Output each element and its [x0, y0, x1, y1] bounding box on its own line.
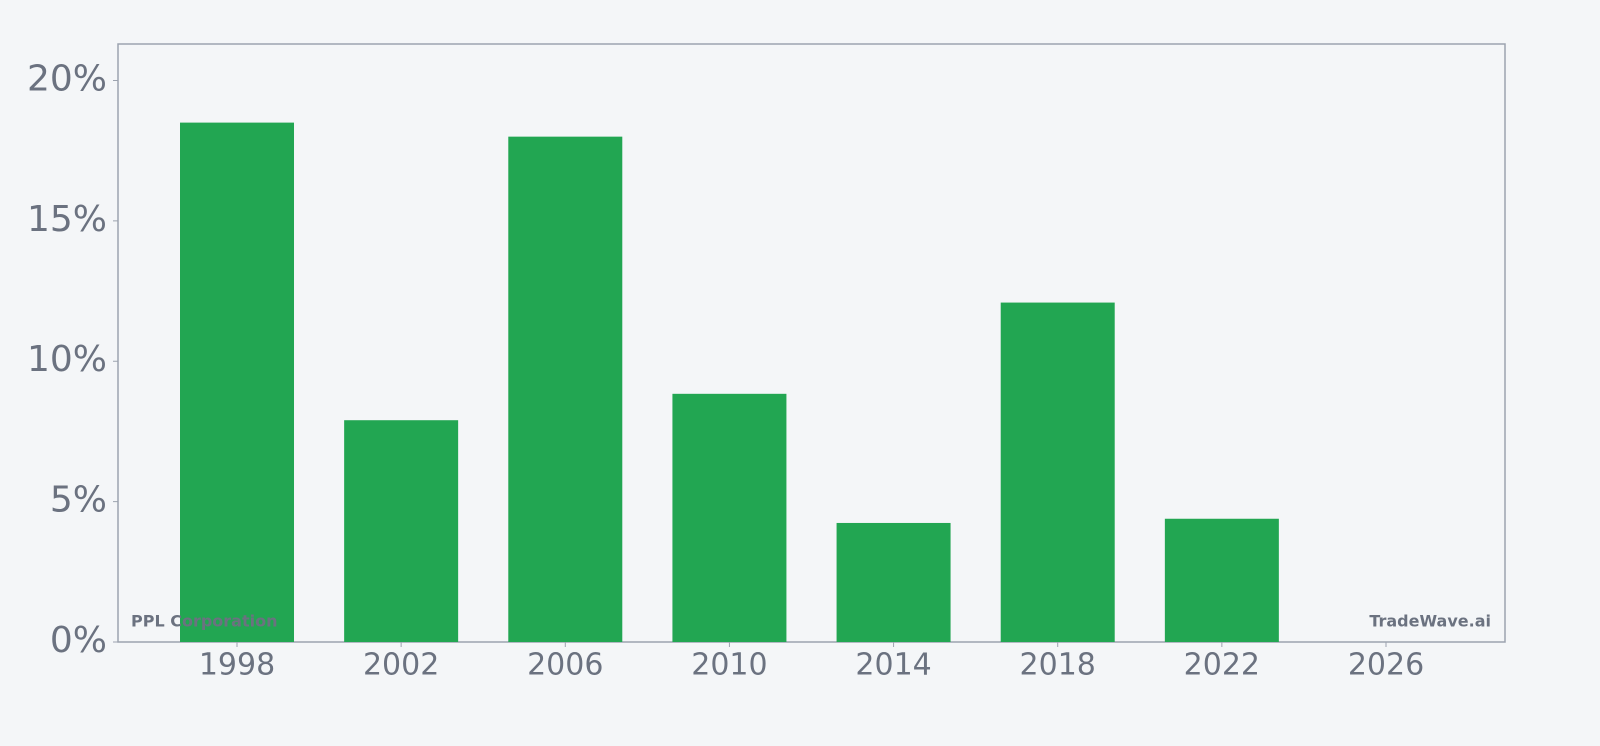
bar — [672, 393, 787, 642]
plot-frame — [117, 43, 1506, 643]
bar — [1164, 518, 1279, 642]
bar — [344, 420, 459, 642]
bar — [836, 522, 951, 642]
x-tick-label: 2006 — [527, 648, 603, 683]
x-tick-label: 2014 — [855, 648, 931, 683]
y-tick-label: 5% — [50, 480, 107, 521]
x-tick-label: 2026 — [1348, 648, 1424, 683]
bar — [508, 136, 623, 642]
x-tick-label: 2002 — [363, 648, 439, 683]
bar — [180, 122, 295, 642]
y-tick-label: 15% — [27, 199, 107, 240]
watermark: TradeWave.ai — [1369, 612, 1491, 631]
company-label: PPL Corporation — [131, 612, 278, 631]
x-tick-label: 2010 — [691, 648, 767, 683]
x-tick-label: 2018 — [1020, 648, 1096, 683]
y-tick-label: 20% — [27, 58, 107, 99]
x-tick-label: 2022 — [1184, 648, 1260, 683]
bars — [180, 122, 1279, 642]
y-tick-label: 10% — [27, 339, 107, 380]
y-tick-label: 0% — [50, 620, 107, 661]
x-tick-label: 1998 — [199, 648, 275, 683]
bar — [1000, 302, 1115, 642]
